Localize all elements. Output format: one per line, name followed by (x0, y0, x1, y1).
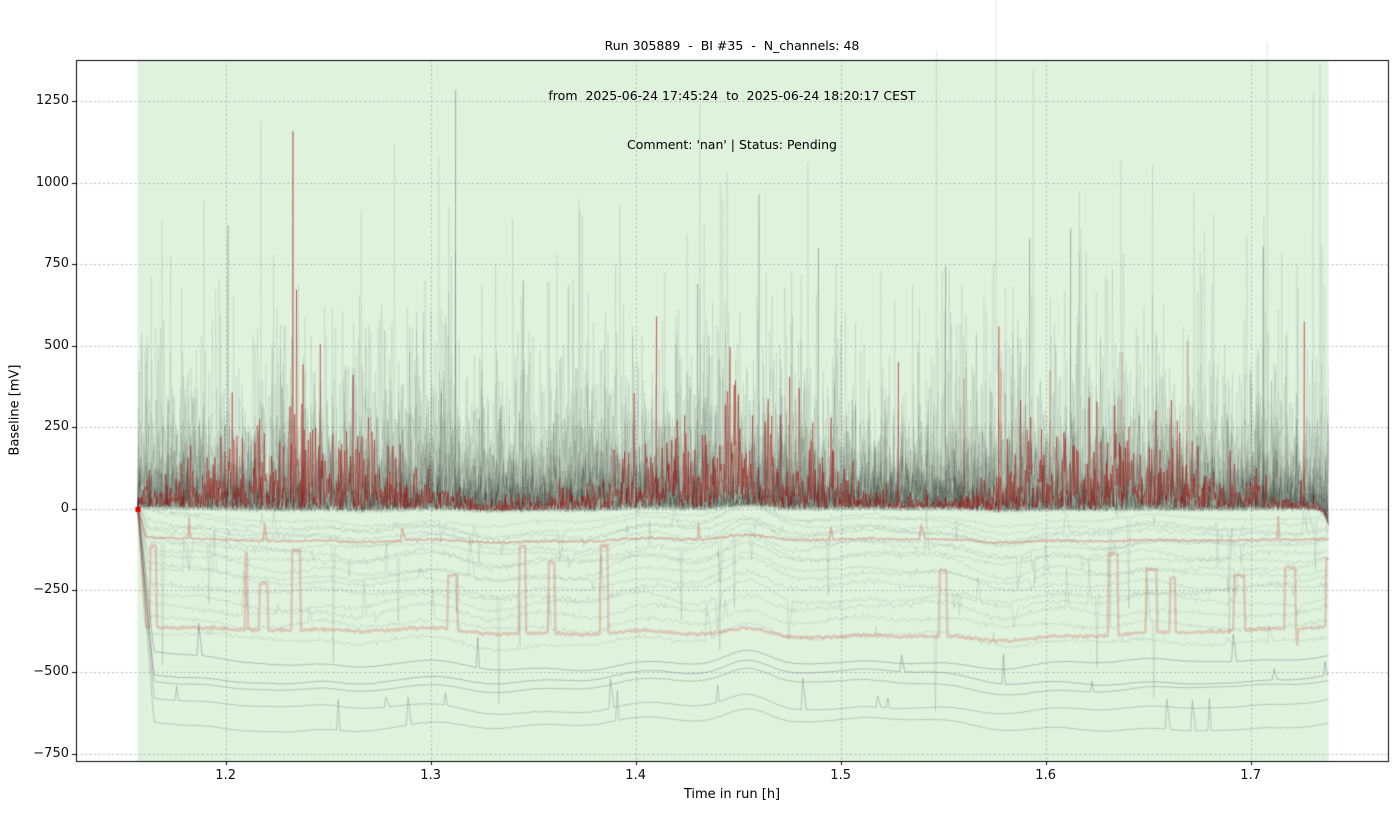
title-block: Run 305889 - BI #35 - N_channels: 48 fro… (76, 5, 1388, 187)
x-tick-label: 1.5 (830, 768, 851, 783)
x-tick-label: 1.2 (215, 768, 236, 783)
y-tick-label: −750 (33, 745, 69, 761)
y-tick-label: 1250 (35, 93, 69, 109)
chart-title: Run 305889 - BI #35 - N_channels: 48 (604, 38, 860, 53)
y-tick-label: 0 (60, 500, 69, 516)
y-tick-label: −250 (33, 582, 69, 598)
y-tick-label: 250 (44, 419, 69, 435)
y-tick-label: −500 (33, 663, 69, 679)
x-tick-label: 1.3 (420, 768, 441, 783)
chart-status-line: Comment: 'nan' | Status: Pending (627, 137, 837, 152)
x-tick-label: 1.4 (625, 768, 646, 783)
y-tick-label: 750 (44, 256, 69, 272)
x-tick-label: 1.6 (1035, 768, 1056, 783)
y-tick-label: 500 (44, 337, 69, 353)
x-tick-label: 1.7 (1240, 768, 1261, 783)
y-tick-label: 1000 (35, 174, 69, 190)
chart-subtitle: from 2025-06-24 17:45:24 to 2025-06-24 1… (548, 87, 916, 103)
y-axis-label: Baseline [mV] (7, 364, 23, 456)
x-axis-label: Time in run [h] (683, 787, 781, 802)
